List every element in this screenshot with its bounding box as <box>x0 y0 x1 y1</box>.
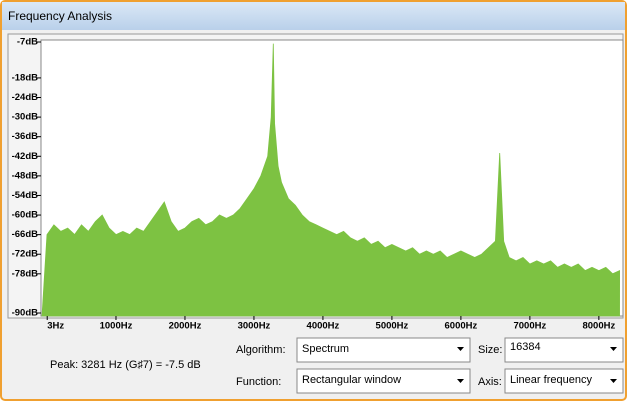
title-bar <box>2 2 625 30</box>
x-tick-label: 5000Hz <box>376 321 409 332</box>
algorithm-dropdown[interactable] <box>296 337 471 363</box>
spectrum-area <box>41 43 621 317</box>
size-value: 16384 <box>510 341 541 353</box>
y-tick-label: -24dB <box>12 92 39 103</box>
axis-value: Linear frequency <box>510 374 592 386</box>
x-tick-label: 2000Hz <box>169 321 202 332</box>
size-label: Size: <box>478 344 502 356</box>
x-tick-label: 7000Hz <box>513 321 546 332</box>
function-value: Rectangular window <box>302 374 401 386</box>
y-tick-label: -90dB <box>12 308 39 319</box>
y-tick-label: -18dB <box>12 72 39 83</box>
x-tick-label: 3000Hz <box>238 321 271 332</box>
window-title: Frequency Analysis <box>8 9 112 23</box>
x-tick-label: 1000Hz <box>100 321 133 332</box>
y-tick-label: -60dB <box>12 210 39 221</box>
x-tick-label: 4000Hz <box>307 321 340 332</box>
y-tick-label: -66dB <box>12 229 39 240</box>
y-tick-label: -30dB <box>12 112 39 123</box>
algorithm-value: Spectrum <box>302 343 349 355</box>
algorithm-label: Algorithm: <box>236 344 286 356</box>
y-tick-label: -78dB <box>12 268 39 279</box>
y-tick-label: -36dB <box>12 131 39 142</box>
y-tick-label: -42dB <box>12 151 39 162</box>
x-tick-label: 3Hz <box>47 321 64 332</box>
axis-label: Axis: <box>478 376 502 388</box>
y-tick-label: -48dB <box>12 170 39 181</box>
dropdown-arrow <box>457 347 464 351</box>
y-tick-label: -72dB <box>12 249 39 260</box>
axis-dropdown[interactable] <box>504 368 624 394</box>
y-tick-label: -7dB <box>17 37 38 48</box>
y-tick-label: -54dB <box>12 190 39 201</box>
dropdown-arrow <box>457 379 464 383</box>
function-dropdown[interactable] <box>296 368 471 394</box>
peak-readout: Peak: 3281 Hz (G♯7) = -7.5 dB <box>50 359 201 371</box>
dropdown-arrow <box>610 347 617 351</box>
x-tick-label: 6000Hz <box>445 321 478 332</box>
size-dropdown[interactable] <box>504 337 624 363</box>
x-tick-label: 8000Hz <box>582 321 615 332</box>
function-label: Function: <box>236 376 281 388</box>
dropdown-arrow <box>610 379 617 383</box>
